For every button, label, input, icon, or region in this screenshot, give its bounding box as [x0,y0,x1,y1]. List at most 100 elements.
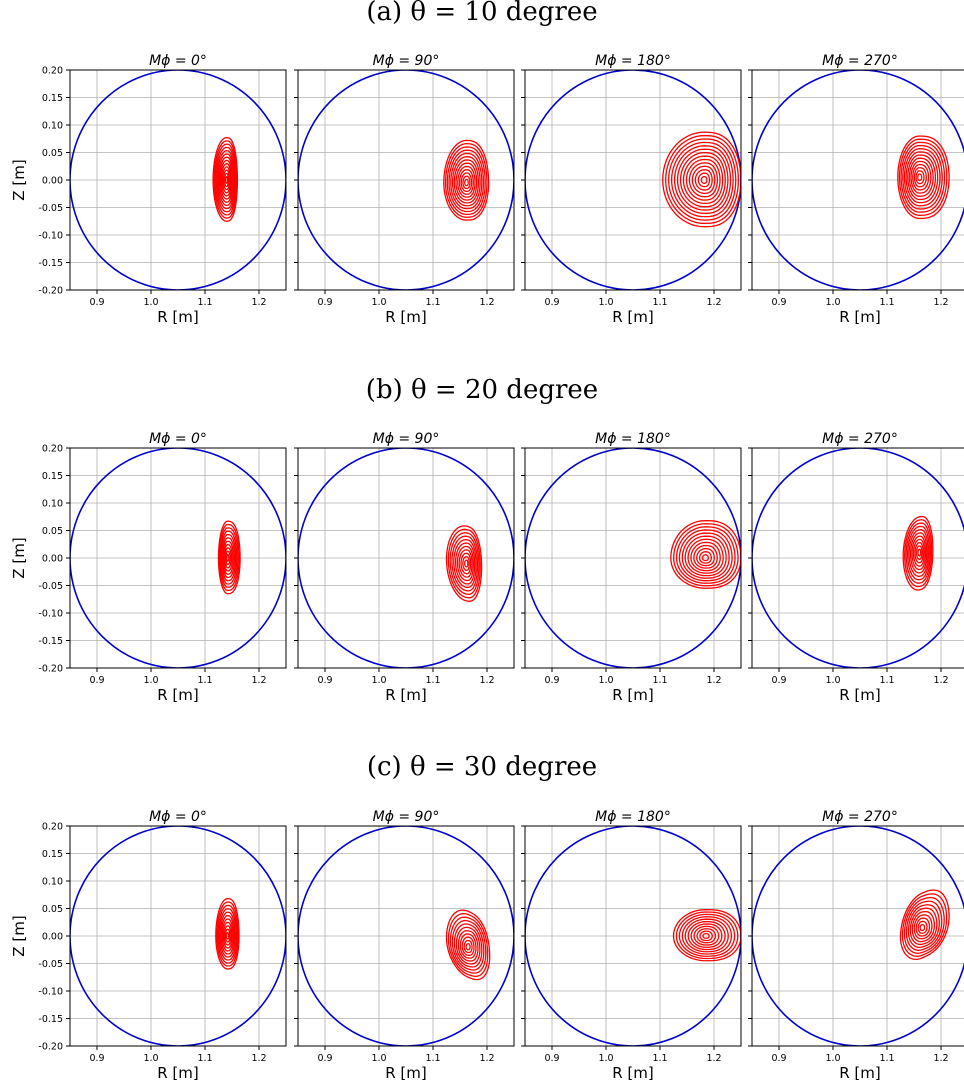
contour-line [445,525,483,602]
row-title: (c) θ = 30 degree [367,752,597,782]
y-tick-label: 0.20 [42,822,63,833]
contour-line [693,925,720,946]
panel-row-1: (a) θ = 10 degree Z [m] Mϕ = 0° 0.9 1.0 1.1 1.… [10,0,964,326]
y-tick-label: 0.10 [42,877,63,888]
contour-line [214,143,237,216]
contour-line [215,897,240,970]
x-axis-label: R [m] [385,686,427,704]
contour-line [221,166,231,194]
contour-line [685,158,721,201]
contour-line [225,931,230,940]
x-tick-label: 0.9 [771,1053,786,1064]
panel: Mϕ = 0° 0.9 1.0 1.1 1.2 R [m] 0.20 0.15 0.10 0.05… [38,809,287,1082]
contour-line [217,904,238,964]
contour-line [670,519,741,589]
contour-line [684,918,729,953]
contour-line [691,165,716,195]
y-tick-label: 0.20 [42,444,63,455]
contour-line [222,540,234,575]
contour-line [913,914,933,940]
x-tick-label: 1.0 [825,297,840,308]
row-title: (a) θ = 10 degree [366,0,597,27]
contour-line [690,923,723,948]
contour-line [215,146,236,213]
contour-line [913,167,927,188]
contour-line [218,523,240,592]
plot-area [70,448,286,668]
contour-line [212,136,239,222]
plot-area [525,448,741,668]
contour-line [465,943,471,951]
contour-line [903,148,941,207]
contour-line [217,520,241,595]
x-tick-label: 1.1 [652,675,667,686]
x-tick-label: 1.0 [598,1053,613,1064]
contour-line [915,170,925,185]
contour-line [224,928,231,943]
contour-line [700,175,708,184]
x-tick-label: 1.1 [879,675,894,686]
panel-title: Mϕ = 90° [373,53,440,69]
contour-line [917,173,923,182]
contour-line [902,144,943,210]
contour-line [678,913,736,957]
y-tick-label: 0.15 [42,93,63,104]
contour-line [665,134,740,225]
contour-line [220,530,238,585]
contour-line [911,535,927,571]
contour-line [449,916,487,974]
x-tick-label: 0.9 [771,675,786,686]
contour-line [219,527,239,588]
x-tick-label: 1.2 [479,1053,494,1064]
x-tick-label: 1.0 [371,297,386,308]
y-tick-label: 0.00 [42,176,63,187]
y-tick-label: -0.10 [38,987,63,998]
x-tick-label: 1.0 [825,675,840,686]
x-axis-label: R [m] [157,1064,199,1082]
x-axis-label: R [m] [157,308,199,326]
contour-line [673,523,739,587]
y-tick-label: -0.10 [38,231,63,242]
contour-line [464,178,469,187]
x-tick-label: 1.1 [652,297,667,308]
y-tick-label: -0.05 [38,581,63,592]
contour-line [906,525,930,581]
contour-line [454,542,476,585]
contour-line [701,554,709,562]
contour-line [912,538,925,567]
panel: Mϕ = 90° 0.9 1.0 1.1 1.2 R [m] [294,431,515,704]
x-tick-label: 0.9 [771,297,786,308]
x-tick-label: 1.0 [143,1053,158,1064]
panel-title: Mϕ = 180° [595,809,671,825]
contour-line [697,172,711,188]
contour-line [910,160,932,194]
y-tick-label: 0.05 [42,148,63,159]
contour-line [667,138,737,221]
y-tick-label: 0.10 [42,121,63,132]
contour-line [662,131,741,228]
x-tick-label: 1.0 [598,675,613,686]
y-tick-label: -0.05 [38,959,63,970]
contour-line [907,154,937,201]
contour-line [694,169,713,191]
contour-line [914,542,924,564]
plot-area [298,448,514,668]
contour-line [676,148,729,211]
x-axis-label: R [m] [839,1064,881,1082]
x-tick-label: 1.2 [706,675,721,686]
plot-area [752,826,964,1046]
panel: Mϕ = 180° 0.9 1.0 1.1 1.2 R [m] [521,53,742,326]
contour-line [457,929,479,962]
contour-line [218,908,237,961]
x-tick-label: 0.9 [89,297,104,308]
contour-line [911,910,936,943]
contour-line [447,528,481,599]
contour-line [463,939,473,954]
contour-line [458,169,474,195]
x-tick-label: 1.1 [197,675,212,686]
contour-line [223,172,229,188]
contour-line [681,532,730,579]
contour-line [222,169,230,191]
contour-line [226,553,230,562]
